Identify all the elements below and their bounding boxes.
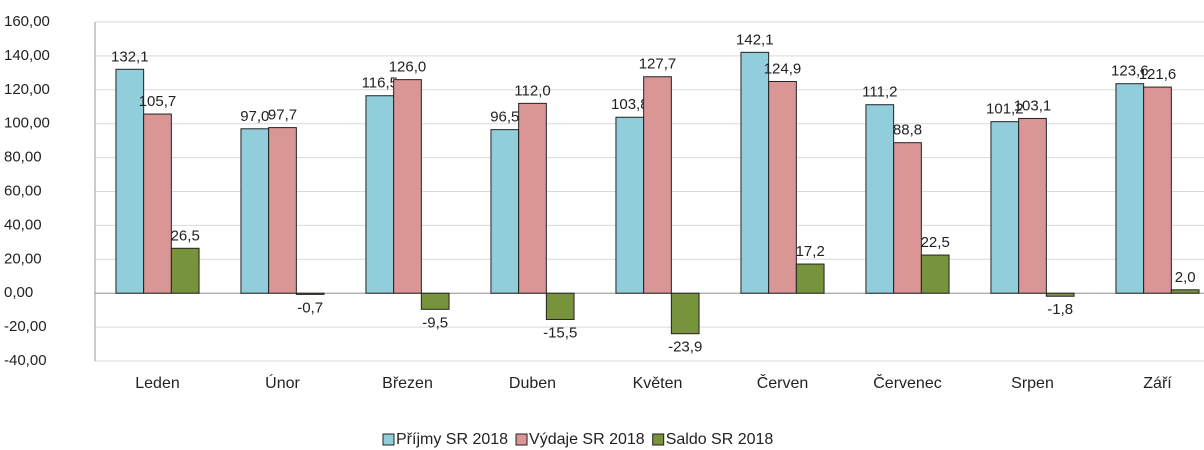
legend: Příjmy SR 2018 Výdaje SR 2018 Saldo SR 201… bbox=[382, 431, 774, 448]
y-tick-label: 0,00 bbox=[4, 284, 33, 301]
bar bbox=[670, 292, 700, 335]
bar bbox=[365, 95, 395, 294]
legend-label: Saldo SR 2018 bbox=[666, 431, 774, 448]
data-label: 88,8 bbox=[893, 122, 922, 139]
bar bbox=[893, 142, 922, 294]
data-label: 124,9 bbox=[764, 60, 802, 77]
y-tick-label: 100,00 bbox=[4, 115, 50, 132]
x-tick-label: Srpen bbox=[1011, 375, 1054, 392]
bar bbox=[740, 51, 770, 294]
bar bbox=[920, 254, 950, 294]
data-label: 26,5 bbox=[171, 227, 200, 244]
y-tick-label: 80,00 bbox=[4, 149, 42, 166]
data-label: 116,5 bbox=[362, 75, 398, 92]
data-label: 132,1 bbox=[111, 48, 149, 65]
bar bbox=[768, 80, 797, 294]
data-label: 112,0 bbox=[514, 82, 550, 99]
bar bbox=[420, 292, 450, 310]
x-tick-label: Duben bbox=[509, 375, 556, 392]
bar bbox=[1143, 86, 1172, 294]
x-tick-label: Únor bbox=[265, 373, 300, 392]
data-label: 123,6 bbox=[1111, 63, 1149, 80]
data-label: -1,8 bbox=[1047, 301, 1073, 318]
data-label: 103,1 bbox=[1014, 97, 1052, 114]
y-tick-label: 120,00 bbox=[4, 81, 50, 98]
data-label: 126,0 bbox=[389, 59, 427, 76]
legend-swatch bbox=[652, 433, 665, 446]
y-tick-label: 40,00 bbox=[4, 216, 42, 233]
data-label: -9,5 bbox=[422, 314, 448, 331]
y-tick-label: -40,00 bbox=[4, 352, 47, 369]
x-tick-label: Září bbox=[1143, 375, 1172, 392]
data-label: 2,0 bbox=[1175, 269, 1196, 286]
bar bbox=[268, 127, 297, 294]
bar bbox=[1018, 117, 1047, 294]
data-label: 97,7 bbox=[268, 107, 297, 124]
bar bbox=[643, 76, 672, 294]
bar bbox=[1045, 292, 1075, 297]
y-tick-label: 160,00 bbox=[4, 13, 50, 30]
bar bbox=[1170, 289, 1200, 294]
y-tick-label: 140,00 bbox=[4, 47, 50, 64]
y-tick-label: -20,00 bbox=[4, 318, 47, 335]
data-label: 142,1 bbox=[736, 31, 774, 48]
bar bbox=[1115, 83, 1145, 294]
bar bbox=[518, 102, 547, 294]
data-label: 96,5 bbox=[490, 109, 519, 126]
bar bbox=[545, 292, 575, 320]
legend-swatch bbox=[515, 433, 528, 446]
data-label: 121,6 bbox=[1139, 66, 1177, 83]
y-tick-label: 60,00 bbox=[4, 182, 42, 199]
data-label: 103,8 bbox=[611, 96, 649, 113]
data-label: 17,2 bbox=[796, 243, 825, 260]
bar bbox=[990, 121, 1020, 294]
bar bbox=[170, 247, 200, 294]
x-tick-label: Březen bbox=[382, 375, 433, 392]
x-tick-label: Květen bbox=[633, 375, 683, 392]
data-label: 101,2 bbox=[986, 101, 1024, 118]
bar bbox=[240, 128, 270, 294]
bar bbox=[393, 79, 422, 294]
x-tick-label: Červen bbox=[757, 373, 809, 392]
data-label: 22,5 bbox=[921, 234, 950, 251]
bar bbox=[295, 292, 325, 295]
legend-label: Výdaje SR 2018 bbox=[529, 431, 645, 448]
bar bbox=[490, 129, 520, 294]
legend-label: Příjmy SR 2018 bbox=[396, 431, 508, 448]
legend-swatch bbox=[382, 433, 395, 446]
x-tick-label: Červenec bbox=[873, 373, 941, 392]
data-label: -15,5 bbox=[543, 324, 577, 341]
bar bbox=[143, 113, 172, 294]
bar bbox=[795, 263, 825, 294]
data-label: 105,7 bbox=[139, 93, 177, 110]
x-tick-label: Leden bbox=[135, 375, 180, 392]
y-tick-label: 20,00 bbox=[4, 250, 42, 267]
bar bbox=[865, 104, 895, 294]
data-label: -0,7 bbox=[297, 299, 323, 316]
data-label: -23,9 bbox=[668, 339, 702, 356]
data-label: 127,7 bbox=[639, 56, 677, 73]
data-label: 111,2 bbox=[862, 84, 897, 101]
bar bbox=[615, 116, 645, 294]
data-label: 97,0 bbox=[240, 108, 269, 125]
